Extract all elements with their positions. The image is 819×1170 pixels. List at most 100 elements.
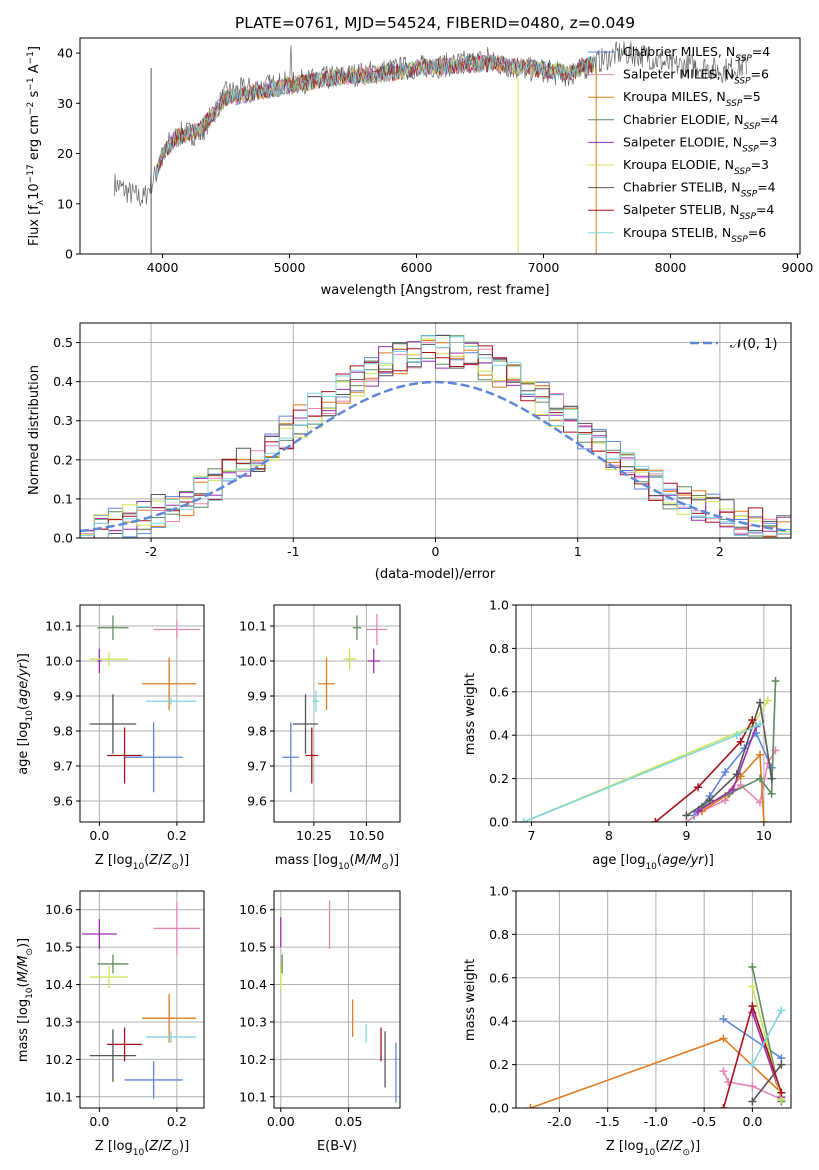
errorbar-point [142, 657, 197, 710]
mass-vs-ebv-xlabel: E(B-V) [317, 1139, 357, 1154]
y-tick-label: 10.1 [45, 619, 73, 634]
mass-weight-line [523, 700, 769, 822]
errorbar-point [89, 965, 129, 989]
label-part: Z [673, 1139, 684, 1154]
y-tick-label: 0.5 [53, 335, 73, 350]
legend-sub: SSP [735, 54, 752, 64]
label-part: 10 [644, 1148, 656, 1158]
errorbar-point [97, 648, 102, 674]
mass-weight-marker [519, 818, 528, 822]
label-part: 10 [133, 1148, 145, 1158]
axes-age_vs_mass: 10.25 10.50 9.6 9.7 9.8 9.9 10.0 10.1 [239, 605, 400, 843]
label-part: 10 [25, 710, 35, 722]
mass-weight-marker [748, 1082, 757, 1091]
mass-weight-marker [719, 1067, 728, 1076]
legend-entry: Kroupa STELIB, NSSP=6 [623, 225, 766, 245]
errorbar-point [343, 648, 356, 670]
y-tick-label: 1.0 [489, 598, 509, 613]
y-tick-label: 10.0 [239, 654, 267, 669]
y-tick-label: 0.4 [489, 728, 509, 743]
mw-age-xlabel: age [log10(age/yr)] [592, 853, 714, 872]
label-part: ( [655, 1139, 660, 1154]
label-part: / [669, 1139, 674, 1154]
label-part: )] [16, 653, 31, 663]
label-part: )] [690, 1139, 700, 1154]
label-part: / [158, 853, 163, 868]
spectrum-ylabel: Flux [fλ10−17 erg cm−2 s−1 A−1] [26, 46, 46, 246]
errorbar-point [145, 1031, 197, 1043]
y-tick-label: 0.0 [489, 1101, 509, 1116]
y-tick-label: 0.4 [53, 374, 73, 389]
y-tick-label: 10.0 [45, 654, 73, 669]
y-tick-label: 0.0 [489, 815, 509, 830]
mw-age-ylabel: mass weight [463, 673, 478, 755]
y-tick-label: 0.8 [489, 641, 509, 656]
mass-weight-marker [777, 1088, 786, 1097]
x-tick-label: 6000 [401, 260, 433, 275]
legend-entry: Salpeter ELODIE, NSSP=3 [623, 134, 777, 154]
age-vs-z-ylabel: age [log10(age/yr)] [16, 653, 35, 775]
x-tick-label: 0.2 [167, 828, 187, 843]
x-tick-label: 0.0 [742, 1114, 762, 1129]
errorbar-point [89, 694, 137, 754]
mw-z-xlabel: Z [log10(Z/Z⊙)] [606, 1139, 700, 1158]
y-tick-label: 20 [57, 146, 73, 161]
label-part: Z [log [95, 1139, 133, 1154]
x-tick-label: -1.0 [644, 1114, 668, 1129]
mass-weight-marker [732, 731, 741, 740]
errorbar-point [305, 727, 319, 784]
label-part: 10 [133, 862, 145, 872]
errorbar-point [97, 954, 129, 974]
label-part: s [27, 90, 42, 101]
y-tick-label: 0.1 [53, 491, 73, 506]
label-part: mass [log [275, 853, 338, 868]
x-tick-label: 10.50 [349, 828, 385, 843]
mass_vs_Z-points [81, 902, 201, 1099]
mass-vs-z-xlabel: Z [log10(Z/Z⊙)] [95, 1139, 189, 1158]
mass-weight-marker [748, 1002, 757, 1011]
x-tick-label: 0 [432, 544, 440, 559]
legend-name: Kroupa ELODIE, N [623, 157, 734, 172]
label-part: ( [16, 705, 31, 710]
axes-massweight_vs_age: 7 8 9 10 0.0 0.2 0.4 0.6 0.8 1.0 [489, 598, 791, 843]
y-tick-label: 9.7 [247, 759, 267, 774]
legend-sub: SSP [739, 212, 756, 222]
legend-entry: Kroupa MILES, NSSP=5 [623, 89, 761, 109]
y-tick-label: 0.6 [489, 970, 509, 985]
label-part: 10 [338, 862, 350, 872]
y-tick-label: 9.6 [247, 794, 267, 809]
errorbar-point [107, 727, 142, 784]
x-tick-label: -1.5 [595, 1114, 619, 1129]
label-part: Z [162, 853, 173, 868]
errorbar-point [89, 652, 129, 667]
histogram-step [80, 335, 791, 538]
mass-weight-line [751, 1010, 783, 1065]
mass-weight-marker [756, 698, 765, 707]
mass-weight-marker [719, 1015, 728, 1024]
label-part: Z [659, 1139, 670, 1154]
label-part: Flux [f [27, 205, 42, 246]
model-spectrum [155, 55, 595, 174]
label-part: age/yr [662, 853, 705, 868]
normal-legend-label: 𝒩(0, 1) [730, 337, 777, 352]
mass-weight-marker [728, 785, 737, 794]
mass-weight-line [693, 731, 773, 816]
legend-entry: Salpeter MILES, NSSP=6 [623, 67, 769, 87]
x-tick-label: 0.0 [89, 1114, 109, 1129]
mass-weight-marker [719, 1034, 728, 1043]
mass-weight-marker [736, 737, 745, 746]
mass-weight-marker [756, 774, 765, 783]
label-part: )] [179, 1139, 189, 1154]
label-part: −1 [26, 51, 36, 64]
x-tick-label: 0.00 [267, 1114, 295, 1129]
legend-value: =4 [757, 180, 775, 195]
legend-entry: Chabrier ELODIE, NSSP=4 [623, 112, 778, 132]
errorbar-point [97, 615, 129, 640]
age_vs_mass-frame [273, 604, 401, 823]
label-part: Z [148, 853, 159, 868]
mass-weight-marker [748, 982, 757, 991]
label-part: Z [162, 1139, 173, 1154]
legend-name: Kroupa STELIB, N [623, 225, 731, 240]
y-tick-label: 40 [57, 46, 73, 61]
